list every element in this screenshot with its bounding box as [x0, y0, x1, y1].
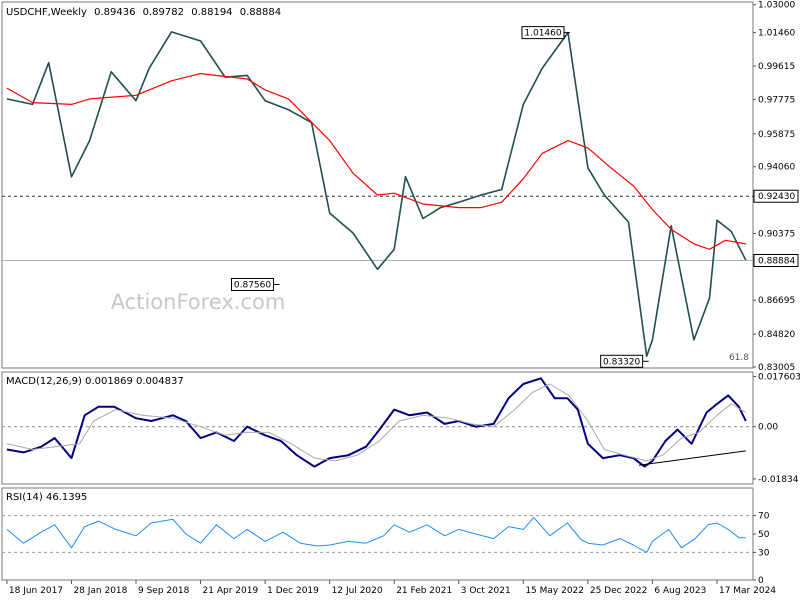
date-tick-label: 3 Oct 2021 [461, 586, 511, 596]
price-tick-label: 1.03000 [758, 1, 795, 11]
ohlc-high: 0.89782 [143, 7, 184, 18]
price-tick-label: 1.01460 [758, 29, 795, 39]
price-annotations: 0.92430 0.88884 1.01460 0.87560 0.83320 [231, 26, 799, 368]
price-tick-label: 0.83005 [758, 363, 795, 373]
current-price-label: 0.88884 [758, 256, 795, 266]
main-panel-title: USDCHF,Weekly 0.89436 0.89782 0.88194 0.… [6, 7, 281, 18]
macd-panel-frame [1, 371, 754, 485]
annotation-label: 0.87560 [234, 280, 271, 290]
date-tick-label: 25 Dec 2022 [590, 586, 648, 596]
annotation-label: 0.83320 [603, 357, 640, 367]
price-line [6, 31, 747, 358]
macd-trendline-line [638, 450, 746, 466]
macd-macd-line [6, 377, 747, 468]
macd-tick-label: 0.00 [758, 423, 778, 433]
ohlc-low: 0.88194 [191, 7, 232, 18]
price-levels [2, 195, 753, 261]
annotation-label: 1.01460 [524, 29, 561, 39]
macd-tick-label: 0.017603 [758, 373, 800, 383]
rsi-line [6, 516, 746, 553]
rsi-tick-label: 70 [758, 512, 770, 522]
price-tick-label: 0.86695 [758, 296, 795, 306]
rsi-tick-label: 0 [758, 576, 764, 586]
symbol-title: USDCHF,Weekly [6, 7, 87, 18]
main-panel-frame [1, 1, 754, 369]
macd-signal-line [6, 383, 747, 462]
price-tick-label: 0.95875 [758, 130, 795, 140]
rsi-tick-label: 30 [758, 548, 770, 558]
price-series [6, 31, 747, 358]
price-tick-label: 0.90375 [758, 229, 795, 239]
macd-series [2, 377, 753, 468]
price-tick-label: 0.97775 [758, 95, 795, 105]
rsi-axis: 70 50 30 0 [753, 512, 770, 586]
macd-axis: 0.017603 0.00 -0.01834 [753, 373, 800, 485]
date-tick-label: 6 Aug 2023 [654, 586, 706, 596]
date-tick-label: 21 Apr 2019 [203, 586, 259, 596]
price-tick-label: 0.99615 [758, 62, 795, 72]
rsi-tick-label: 50 [758, 530, 770, 540]
watermark: ActionForex.com [111, 290, 286, 314]
moving-average-line [6, 72, 746, 250]
date-tick-label: 9 Sep 2018 [138, 586, 190, 596]
date-tick-label: 1 Dec 2019 [267, 586, 319, 596]
date-tick-label: 18 Jun 2017 [9, 586, 63, 596]
date-tick-label: 15 May 2022 [525, 586, 584, 596]
rsi-series [2, 515, 753, 553]
resistance-price-box [753, 189, 799, 203]
price-tick-label: 0.94060 [758, 163, 795, 173]
fib-label: 61.8 [729, 353, 749, 363]
macd-tick-label: -0.01834 [758, 475, 799, 485]
price-tick-label: 0.84820 [758, 330, 795, 340]
date-axis: 18 Jun 2017 28 Jan 2018 9 Sep 2018 21 Apr 2… [6, 580, 776, 596]
ohlc-open: 0.89436 [94, 7, 135, 18]
macd-title: MACD(12,26,9) 0.001869 0.004837 [6, 376, 184, 387]
date-tick-label: 12 Jul 2020 [332, 586, 383, 596]
date-tick-label: 28 Jan 2018 [73, 586, 127, 596]
resistance-price-label: 0.92430 [758, 192, 795, 202]
current-price-box [753, 253, 799, 267]
date-tick-label: 17 Mar 2024 [719, 586, 776, 596]
date-tick-label: 21 Feb 2021 [396, 586, 452, 596]
ohlc-close: 0.88884 [240, 7, 281, 18]
rsi-title: RSI(14) 46.1395 [6, 492, 87, 503]
